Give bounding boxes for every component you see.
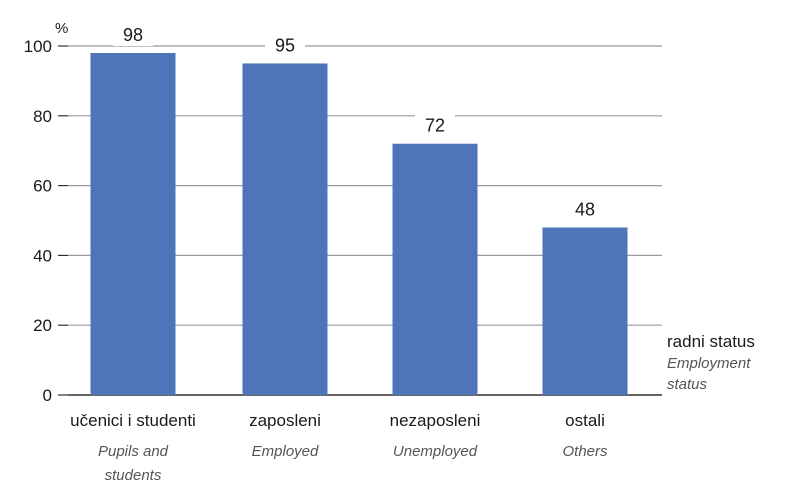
- category-label: ostali: [565, 411, 605, 430]
- y-tick-label: 40: [33, 246, 52, 265]
- category-label: učenici i studenti: [70, 411, 196, 430]
- y-tick-label: 60: [33, 177, 52, 196]
- x-axis-title-label: radni status: [667, 332, 755, 351]
- bar: [242, 63, 328, 395]
- category-label: zaposleni: [249, 411, 321, 430]
- data-label-background: [415, 112, 455, 137]
- category-label-en: Pupils and: [98, 443, 169, 460]
- y-tick-label: 20: [33, 316, 52, 335]
- x-axis-title: radni status Employment status: [667, 332, 755, 393]
- bar: [542, 227, 628, 395]
- data-label-background: [265, 32, 305, 57]
- y-axis-ticks: 0 20 40 60 80 100: [24, 37, 68, 405]
- y-tick-label: 0: [43, 386, 52, 405]
- x-axis-title-en-line-1: Employment: [667, 355, 751, 372]
- bars: [90, 52, 628, 395]
- data-label: 72: [425, 116, 445, 136]
- data-label-background: [565, 196, 605, 221]
- x-axis-title-en-line-2: status: [667, 376, 708, 393]
- data-label: 48: [575, 199, 595, 219]
- data-label-background: [113, 21, 153, 46]
- category-label-en: Employed: [252, 443, 319, 460]
- data-label: 95: [275, 35, 295, 55]
- bar: [90, 52, 176, 395]
- data-labels: 98 95 72 48: [113, 21, 605, 221]
- y-tick-label: 100: [24, 37, 52, 56]
- data-label: 98: [123, 25, 143, 45]
- y-unit-label: %: [55, 20, 68, 37]
- category-label-en: Others: [562, 443, 608, 460]
- y-tick-label: 80: [33, 107, 52, 126]
- bar: [392, 143, 478, 395]
- category-label-en: students: [105, 467, 162, 484]
- category-label: nezaposleni: [390, 411, 481, 430]
- category-label-en: Unemployed: [393, 443, 478, 460]
- category-labels: učenici i studenti Pupils and students zapo…: [70, 411, 608, 484]
